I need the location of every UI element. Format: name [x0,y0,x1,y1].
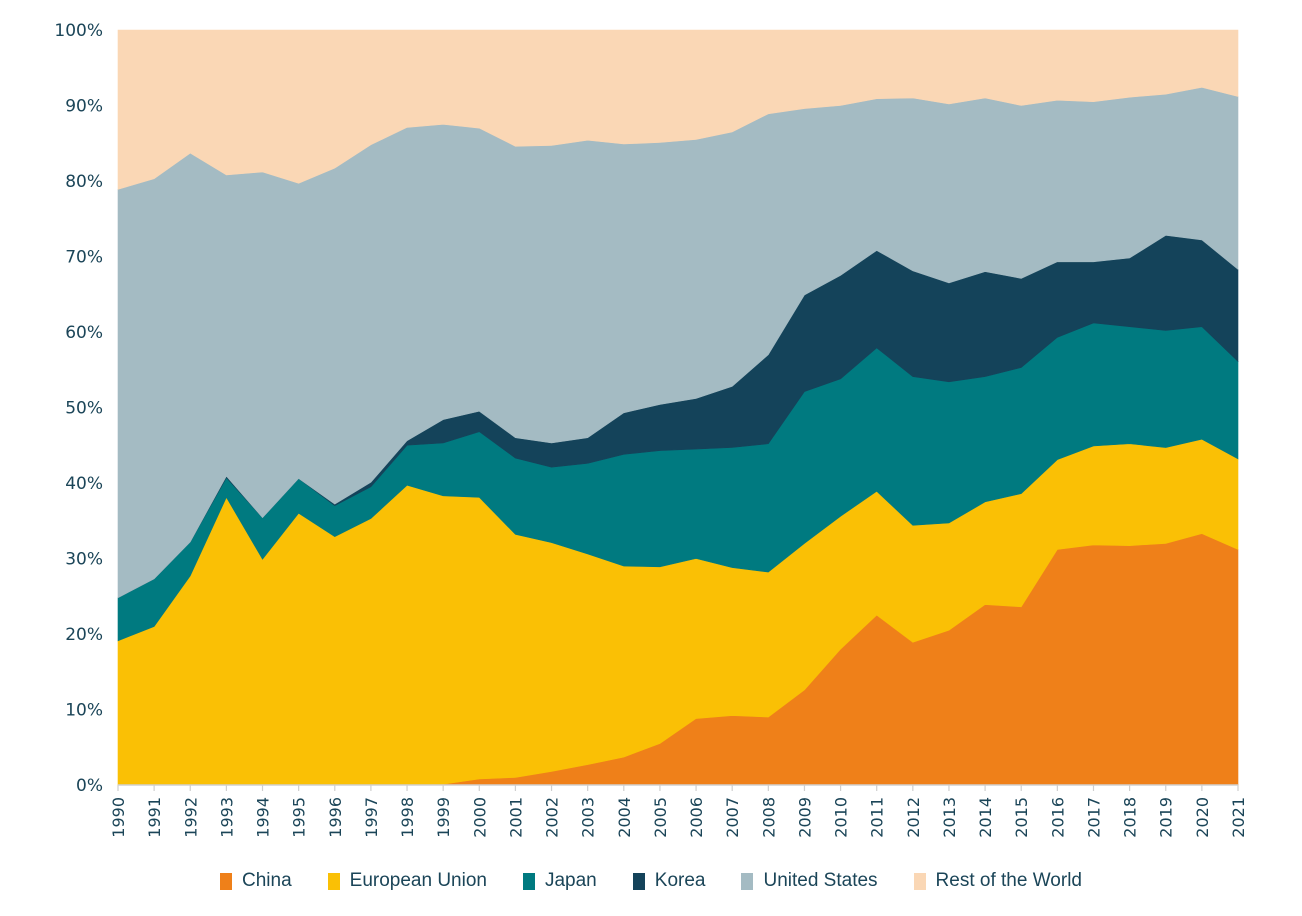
x-tick-label: 2006 [687,797,706,838]
y-tick-label: 30% [65,550,103,570]
y-tick-label: 100% [54,21,103,41]
y-tick-label: 20% [65,625,103,645]
legend-swatch [522,872,535,890]
x-tick-label: 1998 [398,797,417,838]
x-tick-label: 2017 [1084,797,1103,838]
y-tick-label: 0% [76,776,103,796]
legend-item-korea: Korea [632,870,706,892]
legend-item-united-states: United States [741,870,878,892]
area-layer [117,29,1239,786]
x-tick-label: 1990 [109,797,128,838]
legend-item-european-union: European Union [327,870,487,892]
x-tick-label: 2013 [940,797,959,838]
y-axis: 0% 10% 20% 30% 40% 50% 60% 70% 80% 90% 100% [54,21,103,796]
x-tick-label: 1992 [181,797,200,838]
x-tick-label: 2021 [1229,797,1248,838]
legend-label: Rest of the World [935,870,1082,891]
x-tick-label: 2002 [543,797,562,838]
y-tick-label: 50% [65,399,103,419]
x-tick-label: 2001 [506,797,525,838]
y-tick-label: 90% [65,97,103,117]
x-tick-label: 2011 [868,797,887,838]
legend-label: Japan [544,870,597,891]
x-tick-label: 2014 [976,797,995,838]
x-tick-label: 1993 [217,797,236,838]
x-tick-label: 2004 [615,797,634,838]
x-tick-label: 2000 [470,797,489,838]
x-tick-label: 1999 [434,797,453,838]
x-tick-label: 1994 [254,797,273,838]
legend-label: United States [763,870,878,891]
legend-item-rest-of-the-world: Rest of the World [913,870,1082,892]
x-tick-label: 2019 [1157,797,1176,838]
x-tick-label: 2003 [579,797,598,838]
x-tick-label: 2018 [1121,797,1140,838]
x-tick-label: 2010 [832,797,851,838]
y-tick-label: 80% [65,172,103,192]
y-tick-label: 40% [65,474,103,494]
x-tick-label: 2015 [1012,797,1031,838]
stacked-area-chart: 1990 1991 1992 1993 1994 1995 1996 1997 1998 1999… [54,21,1248,838]
x-axis: 1990 1991 1992 1993 1994 1995 1996 1997 1998 1999… [109,785,1248,838]
legend-swatch [741,872,754,890]
legend-item-china: China [220,870,292,892]
legend-swatch [632,872,645,890]
x-tick-label: 1996 [326,797,345,838]
legend-label: China [242,870,292,891]
x-tick-label: 1995 [290,797,309,838]
legend-swatch [327,872,340,890]
legend-swatch [220,872,232,890]
legend-label: Korea [654,870,706,891]
y-tick-label: 60% [65,323,103,343]
legend: China European Union Japan Korea United Stat… [0,870,1302,892]
x-tick-label: 2009 [795,797,814,838]
area-rest-of-the-world [117,29,1239,190]
x-tick-label: 2007 [723,797,742,838]
x-tick-label: 2012 [904,797,923,838]
x-tick-label: 1997 [362,797,381,838]
legend-label: European Union [349,870,487,891]
x-tick-label: 2005 [651,797,670,838]
y-tick-label: 10% [65,701,103,721]
x-tick-label: 2016 [1048,797,1067,838]
x-tick-label: 2008 [759,797,778,838]
y-tick-label: 70% [65,248,103,268]
x-tick-label: 1991 [145,797,164,838]
x-tick-label: 2020 [1193,797,1212,838]
legend-item-japan: Japan [522,870,597,892]
legend-swatch [913,872,926,890]
